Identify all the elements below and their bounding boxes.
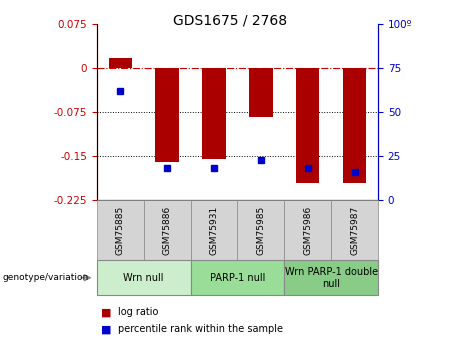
Text: GSM75985: GSM75985 bbox=[256, 206, 266, 255]
Text: GDS1675 / 2768: GDS1675 / 2768 bbox=[173, 14, 288, 28]
Text: PARP-1 null: PARP-1 null bbox=[210, 273, 265, 283]
Text: ■: ■ bbox=[101, 307, 112, 317]
Text: Wrn PARP-1 double
null: Wrn PARP-1 double null bbox=[284, 267, 378, 288]
Bar bbox=[155, 68, 179, 162]
Bar bbox=[202, 68, 226, 159]
Bar bbox=[296, 68, 319, 183]
Text: Wrn null: Wrn null bbox=[124, 273, 164, 283]
Text: ■: ■ bbox=[101, 325, 112, 334]
Text: percentile rank within the sample: percentile rank within the sample bbox=[118, 325, 283, 334]
Text: genotype/variation: genotype/variation bbox=[2, 273, 89, 282]
Bar bbox=[108, 58, 132, 68]
Text: GSM75886: GSM75886 bbox=[163, 206, 171, 255]
Text: log ratio: log ratio bbox=[118, 307, 158, 317]
Text: GSM75931: GSM75931 bbox=[209, 206, 219, 255]
Bar bbox=[343, 68, 366, 183]
Text: GSM75885: GSM75885 bbox=[116, 206, 125, 255]
Text: GSM75986: GSM75986 bbox=[303, 206, 312, 255]
Bar bbox=[249, 68, 272, 117]
Text: GSM75987: GSM75987 bbox=[350, 206, 359, 255]
